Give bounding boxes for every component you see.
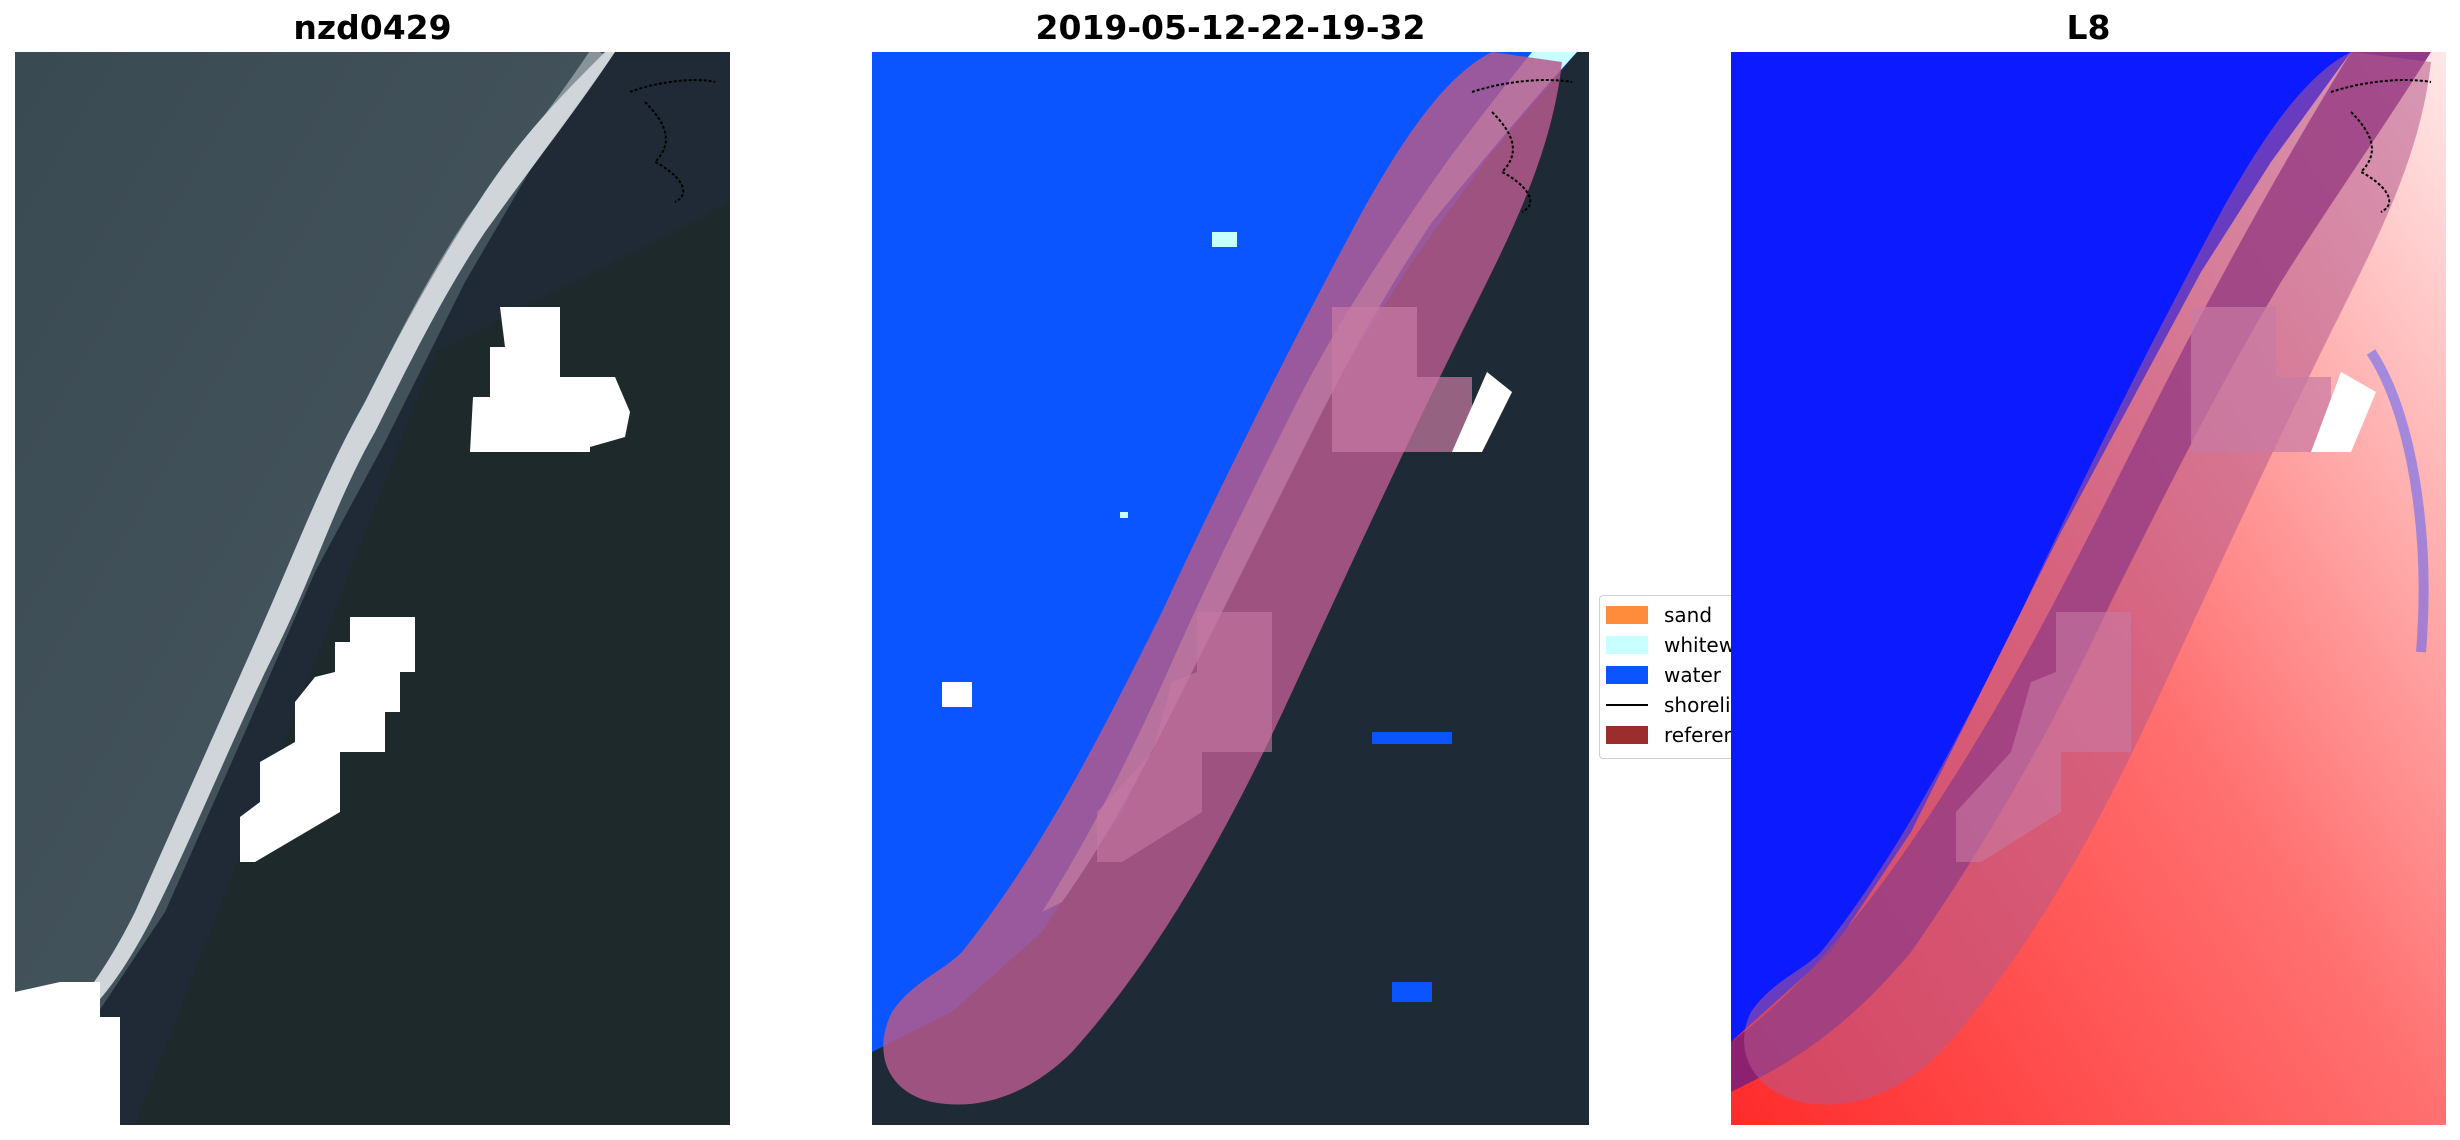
shoreline-detail <box>629 79 716 203</box>
legend-swatch-sand <box>1606 606 1648 624</box>
masked-cloud <box>240 617 415 862</box>
legend-item-water: water <box>1606 663 1721 687</box>
legend-item-sand: sand <box>1606 603 1712 627</box>
legend: sand whitewater water shoreline referenc… <box>1599 595 1737 759</box>
water-index <box>1731 52 2351 1042</box>
legend-label: whitewater <box>1664 633 1736 657</box>
legend-label: water <box>1664 663 1721 687</box>
legend-item-reference-buffer: reference shoreline buffer <box>1606 723 1737 747</box>
legend-item-shoreline: shoreline <box>1606 693 1736 717</box>
legend-label: sand <box>1664 603 1713 627</box>
panel-title-index: L8 <box>2066 8 2111 47</box>
masked-cloud <box>15 982 120 1125</box>
legend-swatch-reference-buffer <box>1606 726 1648 744</box>
masked-cloud <box>470 307 630 452</box>
shoreline-detail <box>2330 79 2432 213</box>
panel-classification: 2019-05-12-22-19-32 <box>872 0 1589 1140</box>
panel-index: L8 <box>1731 0 2446 1140</box>
shoreline-detail <box>1471 79 1573 213</box>
index-image <box>1731 52 2446 1125</box>
panel-title-classification: 2019-05-12-22-19-32 <box>1035 8 1426 47</box>
legend-swatch-whitewater <box>1606 636 1648 654</box>
rgb-image <box>15 52 730 1125</box>
legend-swatch-water <box>1606 666 1648 684</box>
legend-label: reference shoreline buffer <box>1664 723 1737 747</box>
legend-item-whitewater: whitewater <box>1606 633 1736 657</box>
panel-rgb: nzd0429 <box>15 0 730 1140</box>
panel-title-rgb: nzd0429 <box>293 8 452 47</box>
legend-label: shoreline <box>1664 693 1736 717</box>
legend-line-shoreline <box>1606 704 1648 706</box>
classification-image <box>872 52 1589 1125</box>
